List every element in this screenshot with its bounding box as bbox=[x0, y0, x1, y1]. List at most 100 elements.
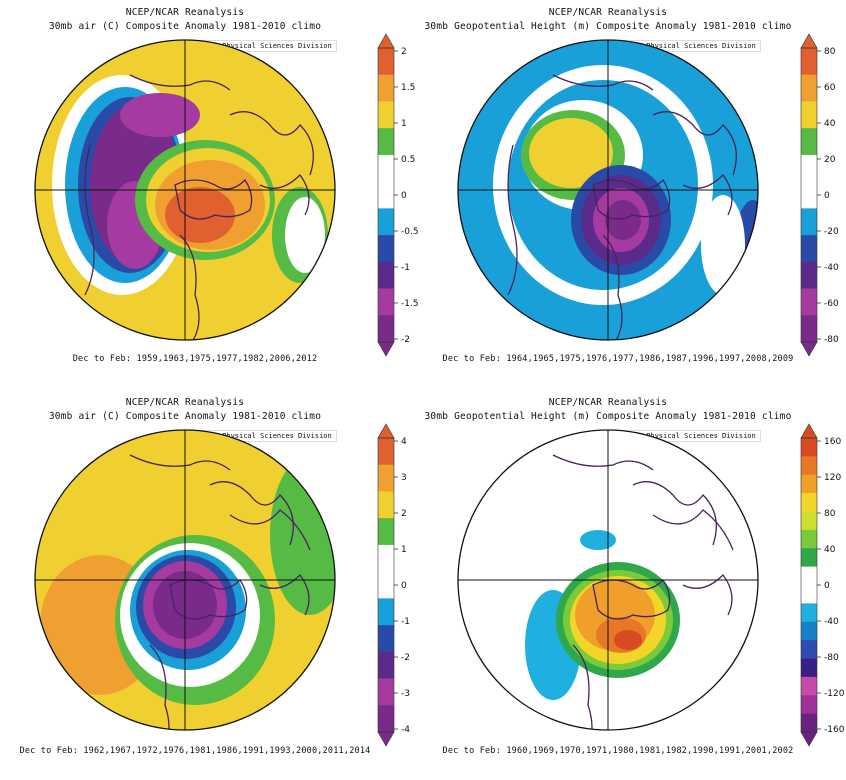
panel-title: NCEP/NCAR Reanalysis bbox=[548, 7, 668, 18]
colorbar-tick-label: 1 bbox=[401, 545, 407, 555]
colorbar-tick-label: 0.5 bbox=[401, 155, 415, 165]
colorbar-tick-label: 1 bbox=[401, 119, 407, 129]
colorbar-segment bbox=[801, 128, 817, 156]
colorbar-segment bbox=[378, 491, 394, 519]
colorbar-segment bbox=[801, 208, 817, 236]
colorbar-tick-label: -80 bbox=[824, 653, 839, 663]
coastlines bbox=[129, 454, 311, 730]
colorbar-tick-label: 0 bbox=[401, 191, 407, 201]
map-boundary bbox=[34, 429, 336, 731]
colorbar-segment bbox=[378, 678, 394, 706]
colorbar-segment bbox=[378, 208, 394, 236]
colorbar-tick-label: 0 bbox=[401, 581, 407, 591]
colorbar-segment bbox=[378, 598, 394, 626]
colorbar-tick-label: 0 bbox=[824, 581, 830, 591]
colorbar-segment bbox=[378, 705, 394, 733]
colorbar-tick-label: -80 bbox=[824, 335, 839, 345]
anomaly-contour-red bbox=[614, 630, 642, 650]
colorbar-segment bbox=[801, 548, 817, 567]
coastlines bbox=[84, 74, 314, 340]
map-boundary bbox=[457, 39, 759, 341]
anomaly-contour-light-blue bbox=[580, 530, 616, 550]
colorbar-segment bbox=[801, 235, 817, 263]
colorbar-segment bbox=[378, 261, 394, 289]
anomaly-contour-white bbox=[701, 195, 745, 295]
colorbar-segment bbox=[801, 288, 817, 316]
colorbar-tick-label: 2 bbox=[401, 509, 407, 519]
colorbar-segment bbox=[801, 493, 817, 512]
colorbar-segment bbox=[801, 585, 817, 604]
colorbar-segment bbox=[378, 464, 394, 492]
colorbar-segment bbox=[378, 101, 394, 129]
colorbar-segment bbox=[378, 438, 394, 466]
panel-subtitle: 30mb air (C) Composite Anomaly 1981-2010… bbox=[48, 411, 322, 422]
colorbar-max-arrow bbox=[800, 423, 818, 439]
colorbar-max-arrow bbox=[800, 33, 818, 49]
coastlines bbox=[552, 454, 734, 730]
colorbar-segment bbox=[801, 640, 817, 659]
colorbar-tick-label: -160 bbox=[824, 725, 845, 735]
colorbar-tick-label: 160 bbox=[824, 437, 841, 447]
map-boundary bbox=[457, 429, 759, 731]
colorbar-tick-label: 4 bbox=[401, 437, 407, 447]
panel-subtitle: 30mb air (C) Composite Anomaly 1981-2010… bbox=[48, 21, 322, 32]
colorbar-max-arrow bbox=[377, 33, 395, 49]
anomaly-contour-magenta bbox=[120, 93, 200, 137]
colorbar-tick-label: -120 bbox=[824, 689, 845, 699]
colorbar-tick-label: -40 bbox=[824, 263, 839, 273]
colorbar-max-arrow bbox=[377, 423, 395, 439]
panel-air-temp-1: NCEP/NCAR Reanalysis 30mb air (C) Compos… bbox=[0, 0, 423, 390]
colorbar-tick-label: 2 bbox=[401, 47, 407, 57]
anomaly-contour-deep-purple bbox=[605, 200, 641, 240]
map-boundary bbox=[34, 39, 336, 341]
colorbar-tick-label: -1 bbox=[401, 617, 410, 627]
colorbar-tick-label: -1 bbox=[401, 263, 410, 273]
panel-subtitle: 30mb Geopotential Height (m) Composite A… bbox=[424, 411, 792, 422]
panel-title: NCEP/NCAR Reanalysis bbox=[125, 397, 245, 408]
colorbar-segment bbox=[378, 235, 394, 263]
colorbar-tick-label: -3 bbox=[401, 689, 410, 699]
colorbar-segment bbox=[378, 571, 394, 599]
colorbar-tick-label: 40 bbox=[824, 119, 836, 129]
coastlines bbox=[507, 74, 737, 340]
anomaly-contour-red bbox=[165, 187, 235, 243]
colorbar-min-arrow bbox=[377, 731, 395, 747]
colorbar-segment bbox=[801, 676, 817, 696]
polar-map bbox=[34, 429, 336, 731]
colorbar-segment bbox=[378, 518, 394, 546]
colorbar-segment bbox=[801, 74, 817, 102]
colorbar-tick-label: -4 bbox=[401, 725, 410, 735]
colorbar-segment bbox=[801, 474, 817, 494]
colorbar-segment bbox=[801, 511, 817, 531]
panel-air-temp-2: NCEP/NCAR Reanalysis 30mb air (C) Compos… bbox=[0, 390, 423, 780]
colorbar-segment bbox=[801, 438, 817, 457]
years-caption: Dec to Feb: 1964,1965,1975,1976,1977,198… bbox=[442, 354, 794, 364]
panel-subtitle: 30mb Geopotential Height (m) Composite A… bbox=[424, 21, 792, 32]
colorbar-tick-label: 80 bbox=[824, 509, 836, 519]
colorbar: 2 1.5 1 0.5 0 -0.5 -1 -1.5 -2 bbox=[377, 33, 419, 357]
colorbar: 80 60 40 20 0 -20 -40 -60 -80 bbox=[800, 33, 839, 357]
colorbar-tick-label: 20 bbox=[824, 155, 836, 165]
colorbar-tick-label: -60 bbox=[824, 299, 839, 309]
anomaly-contour-yellow bbox=[529, 118, 613, 188]
years-caption: Dec to Feb: 1960,1969,1970,1971,1980,198… bbox=[442, 746, 794, 756]
colorbar-segment bbox=[801, 456, 817, 476]
colorbar-segment bbox=[801, 566, 817, 586]
panel-geopotential-1: NCEP/NCAR Reanalysis 30mb Geopotential H… bbox=[423, 0, 846, 390]
colorbar-segment bbox=[801, 529, 817, 549]
colorbar-segment bbox=[378, 544, 394, 572]
colorbar-segment bbox=[801, 658, 817, 678]
colorbar-segment bbox=[378, 48, 394, 76]
colorbar-tick-label: 60 bbox=[824, 83, 836, 93]
colorbar-tick-label: -2 bbox=[401, 653, 410, 663]
colorbar-segment bbox=[378, 315, 394, 343]
colorbar-tick-label: 1.5 bbox=[401, 83, 415, 93]
colorbar-segment bbox=[801, 261, 817, 289]
colorbar-segment bbox=[801, 713, 817, 733]
colorbar: 160 120 80 40 0 -40 -80 -120 -160 bbox=[800, 423, 845, 747]
colorbar-segment bbox=[378, 128, 394, 156]
colorbar-segment bbox=[801, 621, 817, 641]
colorbar-segment bbox=[801, 101, 817, 129]
colorbar-segment bbox=[378, 74, 394, 102]
panel-title: NCEP/NCAR Reanalysis bbox=[125, 7, 245, 18]
